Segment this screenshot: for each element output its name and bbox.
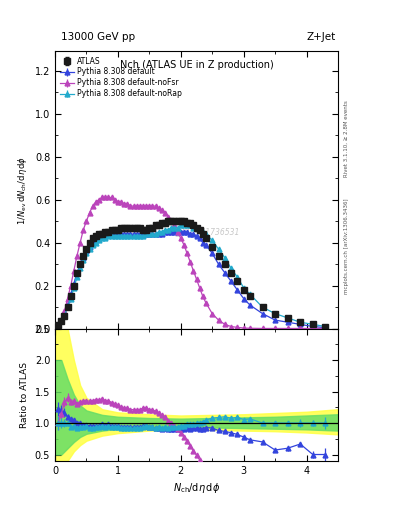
X-axis label: $N_{\mathrm{ch}}/\mathrm{d}\eta\,\mathrm{d}\phi$: $N_{\mathrm{ch}}/\mathrm{d}\eta\,\mathrm… — [173, 481, 220, 495]
Text: ATLAS_2019_I1736531: ATLAS_2019_I1736531 — [153, 227, 240, 236]
Y-axis label: Ratio to ATLAS: Ratio to ATLAS — [20, 362, 29, 428]
Legend: ATLAS, Pythia 8.308 default, Pythia 8.308 default-noFsr, Pythia 8.308 default-no: ATLAS, Pythia 8.308 default, Pythia 8.30… — [59, 55, 184, 100]
Text: mcplots.cern.ch [arXiv:1306.3436]: mcplots.cern.ch [arXiv:1306.3436] — [344, 198, 349, 293]
Text: Rivet 3.1.10, ≥ 2.8M events: Rivet 3.1.10, ≥ 2.8M events — [344, 100, 349, 177]
Y-axis label: $1/N_{\mathrm{ev}}\,\mathrm{d}N_{\mathrm{ch}}/\mathrm{d}\eta\,\mathrm{d}\phi$: $1/N_{\mathrm{ev}}\,\mathrm{d}N_{\mathrm… — [16, 155, 29, 225]
Text: Nch (ATLAS UE in Z production): Nch (ATLAS UE in Z production) — [119, 59, 274, 70]
Text: Z+Jet: Z+Jet — [307, 32, 336, 42]
Text: 13000 GeV pp: 13000 GeV pp — [61, 32, 135, 42]
